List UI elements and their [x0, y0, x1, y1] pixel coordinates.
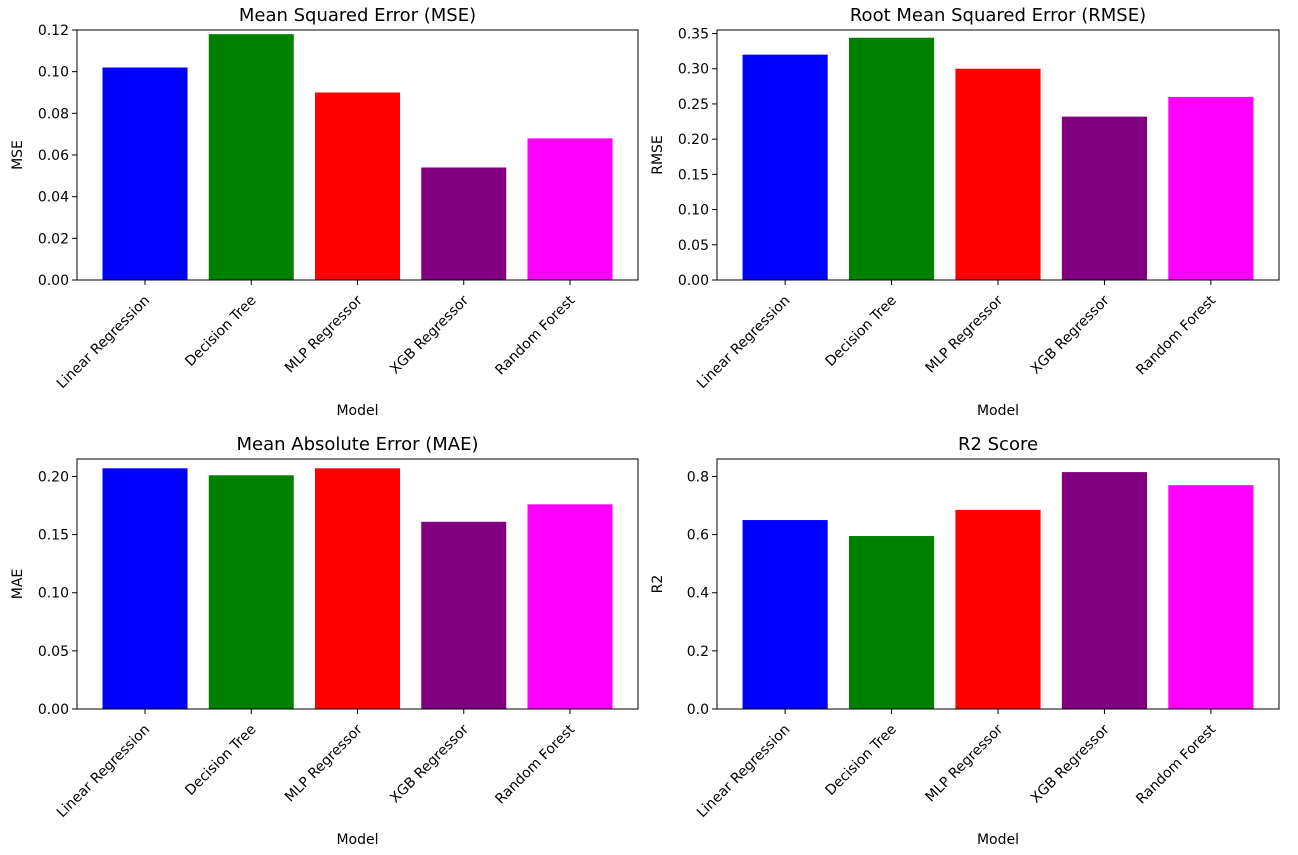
bar-linear-regression: [742, 54, 828, 281]
y-tick-label: 0.20: [678, 132, 709, 148]
x-tick-label-mlp-regressor: MLP Regressor: [282, 292, 366, 376]
x-tick-label-random-forest: Random Forest: [492, 292, 578, 378]
chart-panel-2: 0.00 0.05 0.10 0.15 0.20 0.25 0.30 0.35 Linear R…: [650, 5, 1280, 419]
bar-random-forest: [527, 138, 613, 280]
x-tick-label-random-forest: Random Forest: [1133, 721, 1219, 807]
bar-xgb-regressor: [421, 521, 507, 709]
y-tick-label: 0.6: [687, 528, 709, 544]
chart-title: Root Mean Squared Error (RMSE): [850, 5, 1146, 26]
y-axis-label: MAE: [10, 569, 26, 600]
y-tick-label: 0.05: [678, 238, 709, 254]
x-axis-label: Model: [977, 403, 1019, 419]
y-tick-label: 0.10: [678, 203, 709, 219]
bar-decision-tree: [848, 37, 935, 280]
bar-xgb-regressor: [1061, 472, 1148, 709]
chart-panel-1: 0.00 0.02 0.04 0.06 0.08 0.10 0.12 Linear Regre…: [10, 5, 639, 419]
y-tick-label: 0.4: [687, 586, 709, 602]
y-tick-label: 0.10: [38, 65, 69, 81]
x-tick-label-mlp-regressor: MLP Regressor: [282, 721, 366, 805]
y-tick-label: 0.00: [38, 702, 69, 718]
y-tick-label: 0.06: [38, 148, 69, 164]
bar-linear-regression: [742, 520, 828, 709]
bar-random-forest: [1168, 96, 1254, 281]
chart-panel-4: 0.0 0.2 0.4 0.6 0.8 Linear Regression Decision…: [650, 434, 1280, 848]
bar-mlp-regressor: [315, 468, 400, 709]
chart-title: Mean Absolute Error (MAE): [236, 434, 478, 455]
y-tick-label: 0.0: [687, 702, 709, 718]
bar-decision-tree: [848, 536, 935, 709]
x-tick-label-xgb-regressor: XGB Regressor: [1028, 721, 1113, 806]
y-tick-label: 0.12: [38, 23, 69, 39]
y-tick-label: 0.35: [678, 27, 709, 43]
y-tick-label: 0.30: [678, 62, 709, 78]
x-tick-label-random-forest: Random Forest: [1133, 292, 1219, 378]
bar-random-forest: [1168, 485, 1254, 709]
x-tick-label-xgb-regressor: XGB Regressor: [387, 292, 472, 377]
y-tick-label: 0.15: [38, 528, 69, 544]
bar-xgb-regressor: [421, 167, 507, 280]
x-tick-label-mlp-regressor: MLP Regressor: [923, 292, 1007, 376]
x-tick-label-linear-regression: Linear Regression: [694, 293, 793, 392]
y-tick-label: 0.2: [687, 644, 709, 660]
y-tick-label: 0.05: [38, 644, 69, 660]
y-axis-label: R2: [650, 575, 666, 594]
y-tick-label: 0.10: [38, 586, 69, 602]
x-tick-label-linear-regression: Linear Regression: [54, 722, 153, 821]
y-tick-label: 0.02: [38, 231, 69, 247]
y-tick-label: 0.25: [678, 97, 709, 113]
y-tick-label: 0.04: [38, 190, 69, 206]
bar-decision-tree: [208, 475, 294, 709]
bar-linear-regression: [102, 67, 188, 280]
x-axis-label: Model: [336, 403, 378, 419]
x-tick-label-linear-regression: Linear Regression: [54, 293, 153, 392]
x-tick-label-xgb-regressor: XGB Regressor: [387, 721, 472, 806]
x-tick-label-xgb-regressor: XGB Regressor: [1028, 292, 1113, 377]
bar-random-forest: [527, 504, 613, 709]
y-tick-label: 0.08: [38, 106, 69, 122]
bar-mlp-regressor: [955, 509, 1041, 709]
bar-mlp-regressor: [955, 68, 1041, 280]
y-tick-label: 0.00: [678, 273, 709, 289]
y-tick-label: 0.15: [678, 167, 709, 183]
y-axis-label: RMSE: [650, 135, 666, 175]
x-tick-label-decision-tree: Decision Tree: [182, 293, 259, 370]
bar-decision-tree: [208, 34, 294, 280]
chart-panel-3: 0.00 0.05 0.10 0.15 0.20 Linear Regression Dec…: [10, 434, 639, 848]
x-tick-label-decision-tree: Decision Tree: [182, 722, 259, 799]
x-axis-label: Model: [977, 832, 1019, 848]
y-axis-label: MSE: [10, 140, 26, 170]
chart-title: R2 Score: [958, 434, 1038, 455]
x-tick-label-linear-regression: Linear Regression: [694, 722, 793, 821]
bar-xgb-regressor: [1061, 116, 1148, 281]
x-tick-label-random-forest: Random Forest: [492, 721, 578, 807]
x-tick-label-mlp-regressor: MLP Regressor: [923, 721, 1007, 805]
x-axis-label: Model: [336, 832, 378, 848]
x-tick-label-decision-tree: Decision Tree: [823, 293, 900, 370]
chart-title: Mean Squared Error (MSE): [239, 5, 476, 26]
bar-mlp-regressor: [315, 92, 400, 280]
x-tick-label-decision-tree: Decision Tree: [823, 722, 900, 799]
y-tick-label: 0.8: [687, 469, 709, 485]
y-tick-label: 0.20: [38, 469, 69, 485]
bar-linear-regression: [102, 468, 188, 709]
y-tick-label: 0.00: [38, 273, 69, 289]
